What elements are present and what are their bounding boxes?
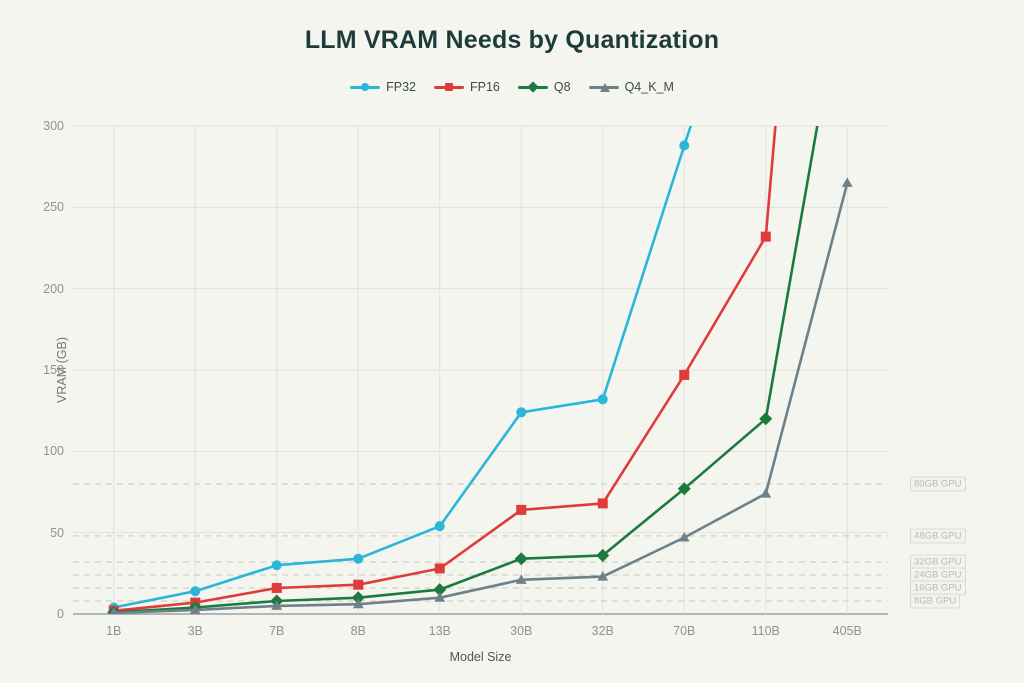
x-axis-tick-30B: 30B — [510, 624, 533, 638]
legend-label: FP16 — [469, 80, 500, 94]
y-axis-tick: 300 — [43, 119, 64, 133]
plot-area: VRAM (GB) Model Size 0 50 100 150 200 250 300 1… — [43, 119, 966, 664]
data-point-fp32-30B[interactable] — [516, 407, 527, 418]
legend-item-q4_k_m[interactable]: Q4_K_M — [588, 80, 674, 94]
x-axis-tick-32B: 32B — [591, 624, 614, 638]
data-point-fp16-110B[interactable] — [760, 231, 771, 242]
legend-item-fp16[interactable]: FP16 — [433, 80, 500, 94]
legend-marker-circle-icon — [350, 81, 381, 93]
data-point-q4_k_m-30B[interactable] — [515, 574, 527, 584]
legend-marker-diamond-icon — [517, 81, 548, 93]
chart-legend: FP32 FP16 Q8 Q4_K_M — [0, 80, 1024, 94]
data-point-fp16-70B[interactable] — [679, 369, 690, 380]
data-point-q4_k_m-3B[interactable] — [189, 604, 201, 614]
legend-marker-triangle-icon — [588, 81, 619, 93]
chart-title: LLM VRAM Needs by Quantization — [304, 26, 720, 54]
data-point-q4_k_m-405B[interactable] — [841, 177, 853, 187]
data-point-fp32-7B[interactable] — [271, 560, 282, 571]
data-point-fp32-32B[interactable] — [597, 394, 608, 405]
y-axis-tick: 250 — [43, 200, 64, 215]
data-point-q4_k_m-70B[interactable] — [678, 531, 690, 542]
legend-marker-square-icon — [433, 81, 464, 93]
data-point-fp16-7B[interactable] — [271, 582, 282, 593]
data-point-fp32-13B[interactable] — [434, 521, 445, 532]
data-point-q8-110B[interactable] — [759, 412, 773, 426]
data-point-q4_k_m-110B[interactable] — [760, 488, 772, 498]
data-point-q8-8B[interactable] — [351, 591, 365, 605]
x-axis-tick-110B: 110B — [751, 624, 780, 638]
data-point-q8-30B[interactable] — [514, 552, 528, 566]
x-axis-label: Model Size — [449, 650, 512, 664]
series-line-fp32 — [112, 126, 693, 609]
gpu-annotation-8gb: 8GB GPU — [910, 593, 961, 609]
legend-label: Q8 — [553, 80, 571, 94]
data-point-fp32-70B[interactable] — [679, 140, 690, 151]
data-point-q8-32B[interactable] — [596, 548, 610, 562]
legend-label: Q4_K_M — [624, 80, 674, 94]
data-point-q4_k_m-8B[interactable] — [352, 598, 364, 609]
data-point-fp32-3B[interactable] — [190, 586, 201, 597]
data-point-q8-70B[interactable] — [677, 482, 691, 496]
data-point-fp32-8B[interactable] — [353, 553, 364, 564]
legend-item-fp32[interactable]: FP32 — [350, 80, 416, 94]
x-axis-tick-1B: 1B — [106, 624, 122, 638]
plot-canvas — [73, 125, 888, 617]
x-axis-tick-7B: 7B — [269, 624, 285, 638]
data-point-fp16-30B[interactable] — [516, 504, 527, 515]
legend-label: FP32 — [386, 80, 416, 94]
series-line-q8 — [112, 126, 819, 614]
x-axis-tick-70B: 70B — [673, 624, 696, 638]
y-axis-tick: 200 — [43, 281, 64, 296]
data-point-q8-13B[interactable] — [433, 583, 447, 597]
data-point-fp16-32B[interactable] — [597, 498, 608, 509]
series-line-q4_k_m — [112, 181, 849, 614]
x-axis-tick-405B: 405B — [832, 624, 862, 638]
x-axis-tick-3B: 3B — [187, 624, 203, 638]
y-axis-tick: 50 — [50, 525, 64, 540]
data-point-q4_k_m-32B[interactable] — [597, 570, 609, 581]
y-axis-tick: 150 — [43, 363, 64, 377]
gpu-annotation-80gb: 80GB GPU — [910, 476, 966, 492]
y-axis-tick: 0 — [57, 607, 64, 621]
series-line-fp16 — [112, 126, 777, 612]
data-point-q4_k_m-13B[interactable] — [434, 592, 446, 602]
data-point-q4_k_m-1B[interactable] — [108, 607, 119, 617]
x-axis-tick-8B: 8B — [350, 624, 366, 638]
legend-item-q8[interactable]: Q8 — [517, 80, 571, 94]
x-axis-tick-13B: 13B — [428, 624, 451, 638]
gpu-annotation-48gb: 48GB GPU — [910, 528, 966, 544]
y-axis-tick: 100 — [43, 444, 64, 459]
data-point-q4_k_m-7B[interactable] — [271, 600, 283, 610]
data-point-fp16-8B[interactable] — [353, 579, 364, 590]
data-point-fp16-13B[interactable] — [434, 563, 445, 574]
